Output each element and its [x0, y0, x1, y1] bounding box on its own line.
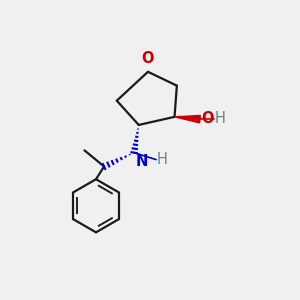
Text: H: H [157, 152, 168, 167]
Text: O: O [142, 51, 154, 66]
Polygon shape [175, 116, 200, 123]
Text: O: O [201, 111, 214, 126]
Text: N: N [135, 154, 148, 169]
Text: H: H [214, 111, 225, 126]
